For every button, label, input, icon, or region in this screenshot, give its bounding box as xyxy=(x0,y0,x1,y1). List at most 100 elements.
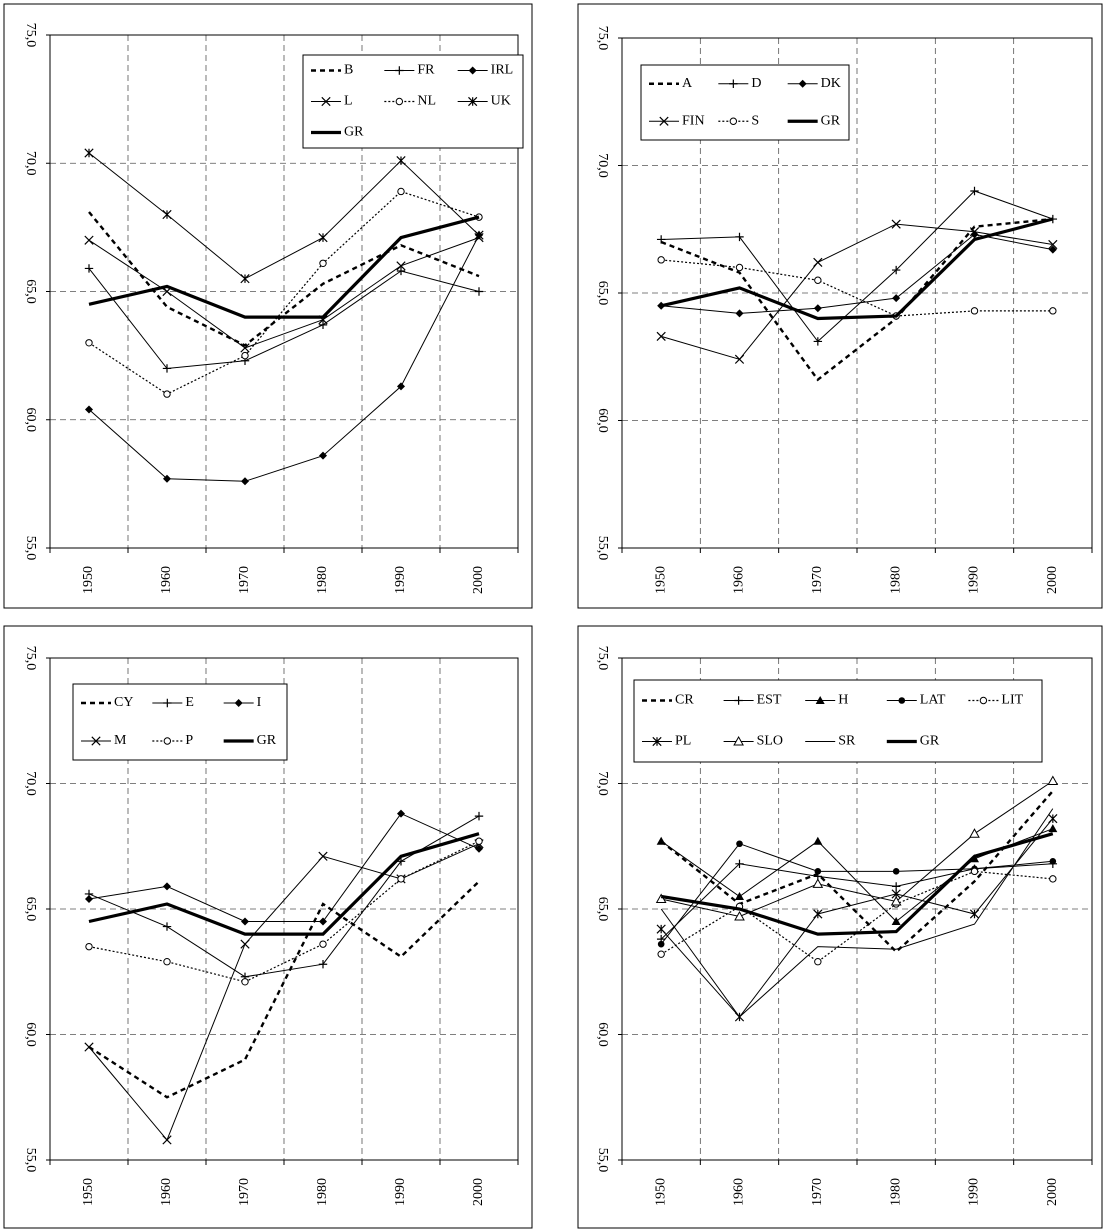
data-point xyxy=(657,950,665,958)
x-tick-label: 2000 xyxy=(471,1178,486,1206)
data-point xyxy=(85,942,93,951)
x-tick-label: 1970 xyxy=(237,566,252,594)
y-tick-label: 60,0 xyxy=(595,1022,610,1047)
y-tick-label: 70,0 xyxy=(595,771,610,796)
legend-item: L xyxy=(311,94,353,109)
legend-label: FIN xyxy=(682,113,705,128)
legend: A D DK FIN S GR xyxy=(640,64,850,141)
data-point xyxy=(397,382,405,391)
x-tick-label: 2000 xyxy=(471,566,486,594)
data-point xyxy=(970,867,979,876)
series-line xyxy=(88,843,480,1141)
legend-label: P xyxy=(185,733,193,748)
y-tick-label: 70,0 xyxy=(595,153,610,178)
series-b xyxy=(88,211,480,347)
legend-label: SLO xyxy=(757,734,783,749)
series-line xyxy=(88,237,480,349)
legend-label: PL xyxy=(675,734,691,749)
series-line xyxy=(88,152,480,280)
series-line xyxy=(660,818,1054,1018)
data-point xyxy=(318,960,328,969)
x-tick-label: 1980 xyxy=(888,1178,903,1206)
data-point xyxy=(812,878,824,888)
data-point xyxy=(474,287,484,296)
legend-item: PL xyxy=(642,734,691,749)
legend-label: CY xyxy=(114,695,133,710)
series-line xyxy=(88,812,480,922)
data-point xyxy=(735,859,744,869)
x-tick-label: 1960 xyxy=(159,1178,174,1206)
legend-label: DK xyxy=(821,76,841,91)
data-point xyxy=(1048,239,1058,250)
data-point xyxy=(813,909,823,919)
series-line xyxy=(88,211,480,347)
data-point xyxy=(475,844,483,853)
data-point xyxy=(318,233,328,243)
data-point xyxy=(397,187,405,196)
legend-label: GR xyxy=(257,733,277,748)
series-line xyxy=(88,215,480,319)
legend-label: NL xyxy=(417,94,436,109)
x-tick-label: 1990 xyxy=(393,1178,408,1206)
legend-label: A xyxy=(682,76,693,91)
series-line xyxy=(660,843,1053,945)
data-point xyxy=(396,266,406,276)
series-nl xyxy=(85,187,483,398)
series-line xyxy=(660,790,1054,954)
series-line xyxy=(661,780,1054,918)
data-point xyxy=(1049,858,1057,865)
y-tick-label: 55,0 xyxy=(23,1148,38,1173)
series-fr xyxy=(84,264,484,373)
data-point xyxy=(319,451,327,460)
x-tick-label: 1970 xyxy=(810,1178,825,1206)
data-point xyxy=(891,265,901,275)
legend-item: SLO xyxy=(723,734,783,749)
y-tick-label: 75,0 xyxy=(23,23,38,48)
legend-label: LIT xyxy=(1001,693,1023,708)
series-uk xyxy=(84,148,484,284)
legend: B FR IRL L NL UK GR xyxy=(302,54,524,149)
legend-label: GR xyxy=(821,113,841,128)
legend-label: GR xyxy=(344,125,364,140)
data-point xyxy=(396,156,406,166)
legend-item: SR xyxy=(805,734,856,749)
series-line xyxy=(660,217,1054,321)
legend-label: LAT xyxy=(920,693,946,708)
legend-item: NL xyxy=(384,94,436,109)
legend-item: M xyxy=(81,733,127,748)
y-tick-label: 65,0 xyxy=(23,897,38,922)
series-gr xyxy=(660,217,1054,321)
y-tick-label: 65,0 xyxy=(23,279,38,304)
data-point xyxy=(814,276,822,284)
data-point xyxy=(892,294,901,303)
data-point xyxy=(85,405,93,414)
data-point xyxy=(85,894,93,903)
series-line xyxy=(88,268,480,370)
legend-item: FR xyxy=(384,63,435,78)
y-tick-label: 60,0 xyxy=(595,408,610,433)
y-tick-label: 65,0 xyxy=(595,281,610,306)
data-point xyxy=(656,924,666,934)
y-tick-label: 70,0 xyxy=(23,771,38,796)
data-point xyxy=(163,882,171,891)
series-line xyxy=(661,190,1053,343)
data-point xyxy=(1049,875,1057,883)
x-tick-label: 1990 xyxy=(393,566,408,594)
legend-item: GR xyxy=(886,734,940,749)
legend-label: IRL xyxy=(491,63,514,78)
series-line xyxy=(660,808,1054,1018)
data-point xyxy=(656,235,666,244)
series-line xyxy=(660,832,1054,936)
data-point xyxy=(814,958,822,966)
legend-label: L xyxy=(344,94,353,109)
data-point xyxy=(735,891,744,900)
data-point xyxy=(735,309,744,318)
series-line xyxy=(661,259,1053,317)
data-point xyxy=(734,911,745,921)
data-point xyxy=(397,809,405,818)
x-tick-label: 1960 xyxy=(732,566,747,594)
series-gr xyxy=(88,832,480,936)
legend-label: B xyxy=(344,63,353,78)
data-point xyxy=(1047,775,1059,785)
